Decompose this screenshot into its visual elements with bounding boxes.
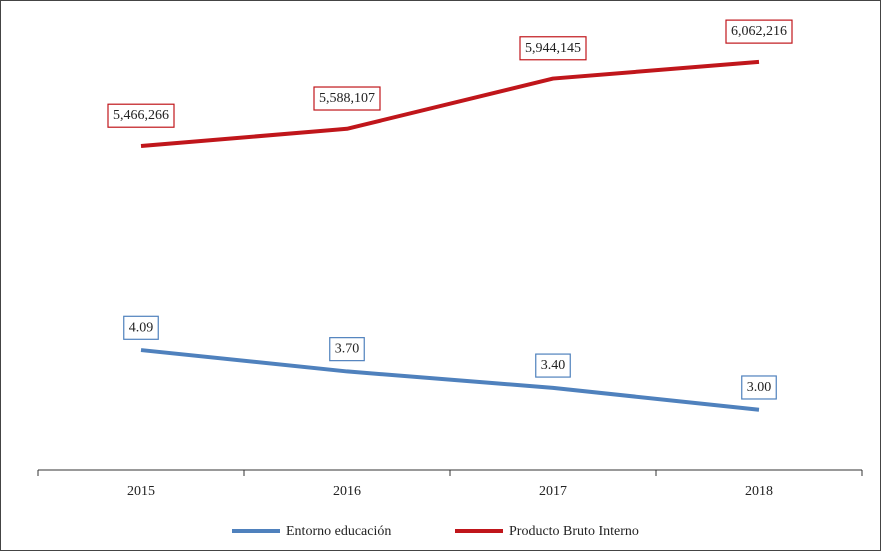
value-label: 3.70 — [335, 342, 360, 357]
value-label-box — [313, 86, 381, 111]
value-label-box — [519, 36, 587, 61]
value-label-box — [107, 103, 175, 128]
value-label-box — [741, 375, 777, 400]
value-label: 5,944,145 — [525, 41, 581, 56]
x-tick-label: 2016 — [333, 484, 361, 499]
value-label-box — [725, 19, 793, 44]
legend-label: Producto Bruto Interno — [509, 524, 639, 539]
value-label: 5,466,266 — [113, 108, 169, 123]
value-label: 3.40 — [541, 358, 566, 373]
value-label: 5,588,107 — [319, 91, 375, 106]
value-label: 6,062,216 — [731, 24, 787, 39]
x-tick-label: 2018 — [745, 484, 773, 499]
value-label: 4.09 — [129, 320, 154, 335]
value-label-box — [329, 337, 365, 362]
value-label-box — [123, 315, 159, 340]
value-label: 3.00 — [747, 380, 772, 395]
legend-label: Entorno educación — [286, 524, 391, 539]
line-series — [140, 348, 760, 412]
value-label-box — [535, 353, 571, 378]
x-tick-label: 2015 — [127, 484, 155, 499]
x-tick-label: 2017 — [539, 484, 567, 499]
line-series — [140, 59, 760, 148]
